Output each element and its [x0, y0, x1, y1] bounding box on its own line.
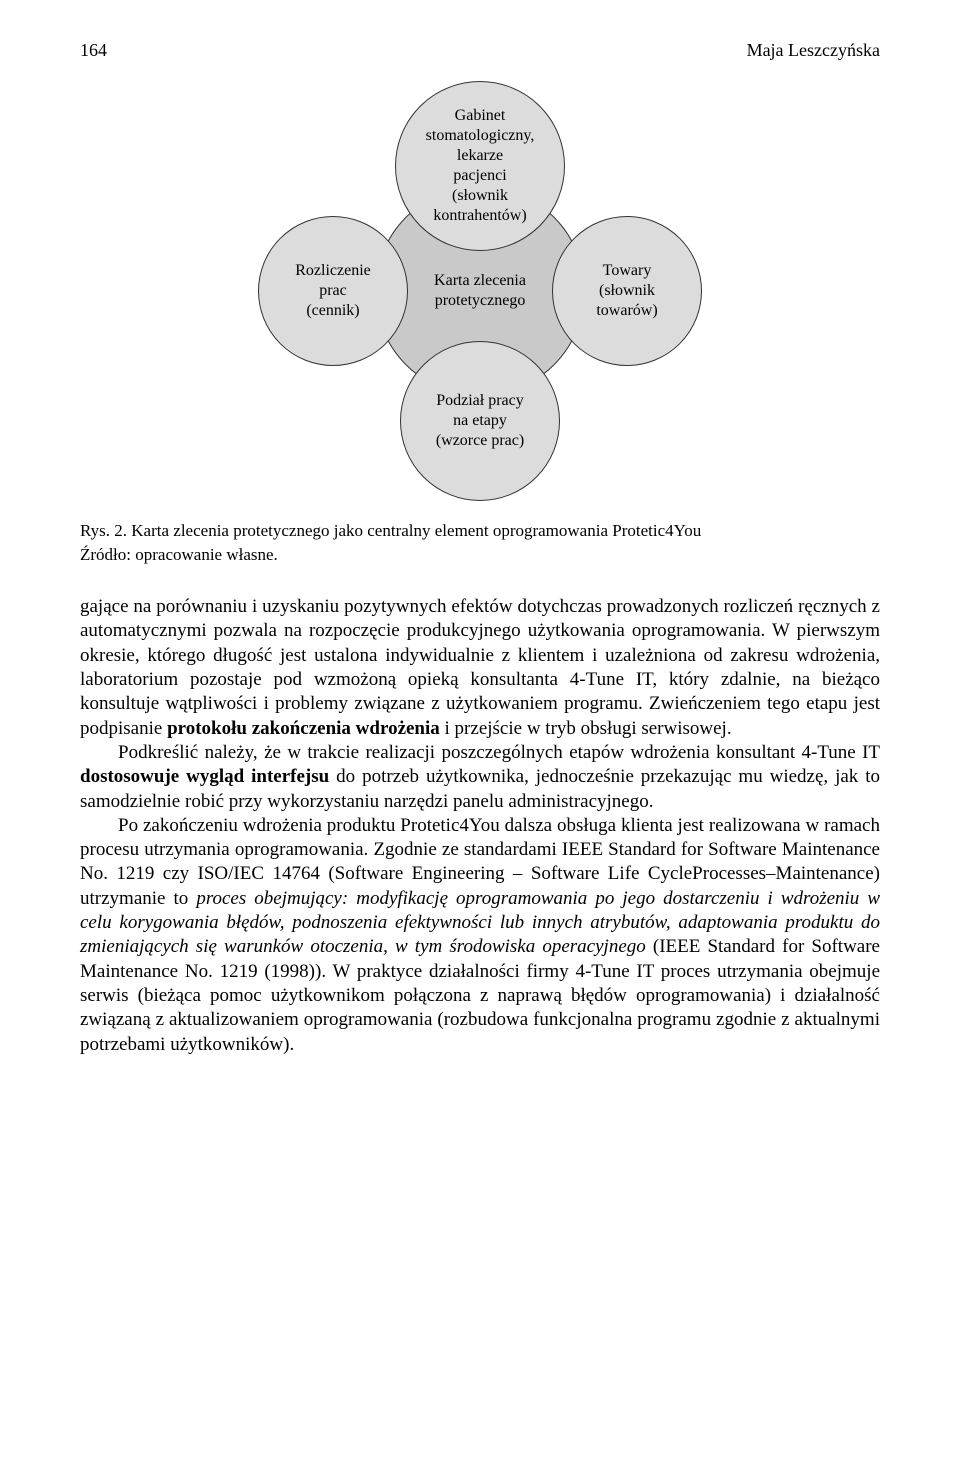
figure-source: Źródło: opracowanie własne.: [80, 545, 880, 565]
diagram-center-label: Karta zleceniaprotetycznego: [434, 271, 526, 311]
figure-caption-prefix: Rys. 2.: [80, 521, 127, 540]
p2-bold: dostosowuje wygląd interfejsu: [80, 766, 329, 787]
diagram-top-circle: Gabinetstomatologiczny,lekarzepacjenci(s…: [395, 81, 565, 251]
page-header: 164 Maja Leszczyńska: [80, 40, 880, 61]
page-number: 164: [80, 40, 107, 61]
p1-bold: protokołu zakończenia wdrożenia: [167, 718, 440, 739]
body-text: gające na porównaniu i uzyskaniu pozytyw…: [80, 595, 880, 1057]
page-author: Maja Leszczyńska: [747, 40, 880, 61]
page-container: 164 Maja Leszczyńska Karta zleceniaprote…: [0, 0, 960, 1117]
figure-caption-text: Karta zlecenia protetycznego jako centra…: [131, 521, 701, 540]
paragraph-1: gające na porównaniu i uzyskaniu pozytyw…: [80, 595, 880, 741]
diagram-bottom-label: Podział pracyna etapy(wzorce prac): [436, 391, 524, 451]
diagram-left-label: Rozliczenieprac(cennik): [295, 261, 371, 321]
diagram-top-label: Gabinetstomatologiczny,lekarzepacjenci(s…: [426, 106, 535, 226]
paragraph-2: Podkreślić należy, że w trakcie realizac…: [80, 741, 880, 814]
p2-text-a: Podkreślić należy, że w trakcie realizac…: [118, 742, 880, 763]
paragraph-3: Po zakończeniu wdrożenia produktu Protet…: [80, 814, 880, 1057]
diagram-right-circle: Towary(słowniktowarów): [552, 216, 702, 366]
diagram-wrap: Karta zleceniaprotetycznego Gabinetstoma…: [80, 81, 880, 501]
diagram-right-label: Towary(słowniktowarów): [596, 261, 657, 321]
figure-caption: Rys. 2. Karta zlecenia protetycznego jak…: [80, 521, 880, 541]
venn-diagram: Karta zleceniaprotetycznego Gabinetstoma…: [240, 81, 720, 501]
diagram-left-circle: Rozliczenieprac(cennik): [258, 216, 408, 366]
diagram-bottom-circle: Podział pracyna etapy(wzorce prac): [400, 341, 560, 501]
p1-text-b: i przejście w tryb obsługi serwisowej.: [440, 718, 732, 739]
